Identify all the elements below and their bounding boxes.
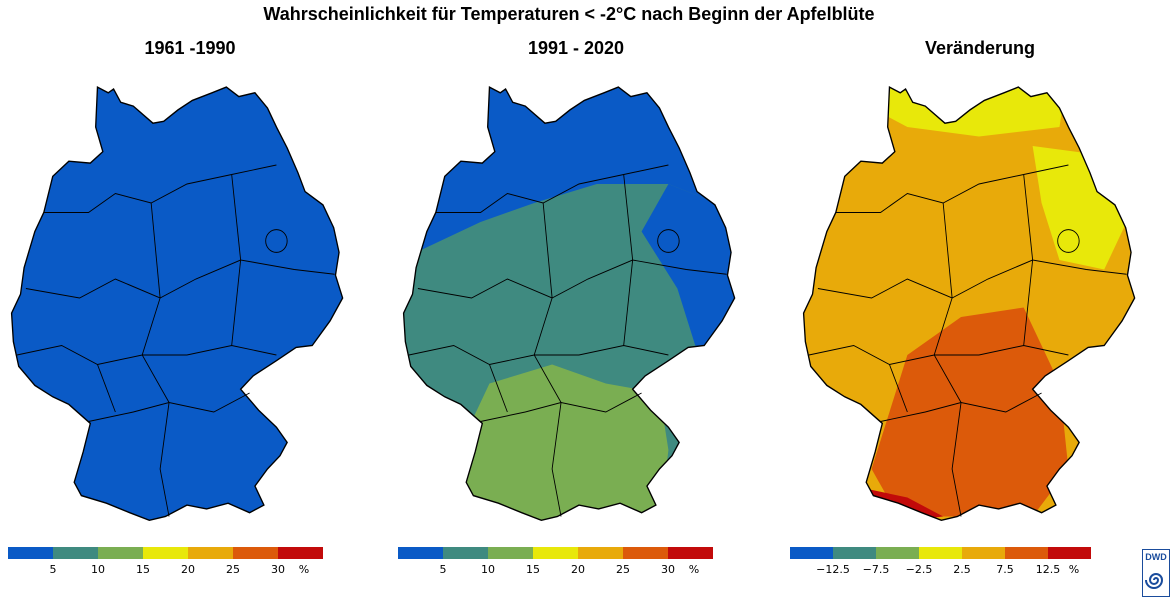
legend-change: −12.5 −7.5 −2.5 2.5 7.5 12.5 %	[790, 547, 1100, 583]
map-change	[802, 86, 1136, 522]
legend-bar-3	[790, 547, 1091, 559]
legend-swatch	[833, 547, 876, 559]
legend-label: 2.5	[953, 563, 971, 576]
legend-1991-2020: 5 10 15 20 25 30 %	[398, 547, 718, 583]
legend-swatch	[488, 547, 533, 559]
legend-label: −2.5	[905, 563, 933, 576]
legend-label: −12.5	[816, 563, 850, 576]
legend-bar-2	[398, 547, 713, 559]
legend-label: 25	[226, 563, 240, 576]
legend-label: 10	[481, 563, 495, 576]
legend-swatch	[962, 547, 1005, 559]
legend-swatch	[919, 547, 962, 559]
legend-swatch	[578, 547, 623, 559]
legend-swatch	[623, 547, 668, 559]
main-title: Wahrscheinlichkeit für Temperaturen < -2…	[263, 4, 875, 24]
legend-swatch	[53, 547, 98, 559]
legend-swatch	[98, 547, 143, 559]
legend-swatch	[876, 547, 919, 559]
legend-swatch	[1005, 547, 1048, 559]
legend-unit: %	[1068, 563, 1080, 576]
legend-label: 5	[49, 563, 57, 576]
panel-title-1961-1990: 1961 -1990	[144, 38, 236, 58]
legend-label: 10	[91, 563, 105, 576]
region-fill	[11, 87, 343, 521]
legend-label: 20	[181, 563, 195, 576]
map-1991-2020	[402, 86, 736, 522]
legend-unit: %	[298, 563, 310, 576]
legend-swatch	[8, 547, 53, 559]
legend-swatch	[233, 547, 278, 559]
state-borders	[16, 164, 335, 517]
legend-label: 15	[526, 563, 540, 576]
legend-label: 25	[616, 563, 630, 576]
legend-swatch	[443, 547, 488, 559]
legend-swatch	[278, 547, 323, 559]
legend-label: −7.5	[862, 563, 890, 576]
legend-swatch	[188, 547, 233, 559]
legend-label: 30	[271, 563, 285, 576]
legend-swatch	[668, 547, 713, 559]
legend-label: 30	[661, 563, 675, 576]
legend-unit: %	[688, 563, 700, 576]
legend-label: 20	[571, 563, 585, 576]
legend-swatch	[790, 547, 833, 559]
legend-swatch	[143, 547, 188, 559]
dwd-logo: DWD	[1142, 549, 1170, 597]
legend-swatch	[533, 547, 578, 559]
panel-title-1991-2020: 1991 - 2020	[527, 38, 625, 58]
spiral-icon	[1145, 573, 1164, 589]
legend-label: 7.5	[996, 563, 1014, 576]
legend-bar-1	[8, 547, 323, 559]
map-1961-1990	[10, 86, 344, 522]
legend-label: 12.5	[1035, 563, 1061, 576]
legend-label: 15	[136, 563, 150, 576]
legend-swatch	[398, 547, 443, 559]
legend-swatch	[1048, 547, 1091, 559]
dwd-logo-text: DWD	[1145, 552, 1167, 562]
legend-label: 5	[439, 563, 447, 576]
panel-title-change: Veränderung	[924, 38, 1036, 58]
legend-1961-1990: 5 10 15 20 25 30 %	[8, 547, 328, 583]
